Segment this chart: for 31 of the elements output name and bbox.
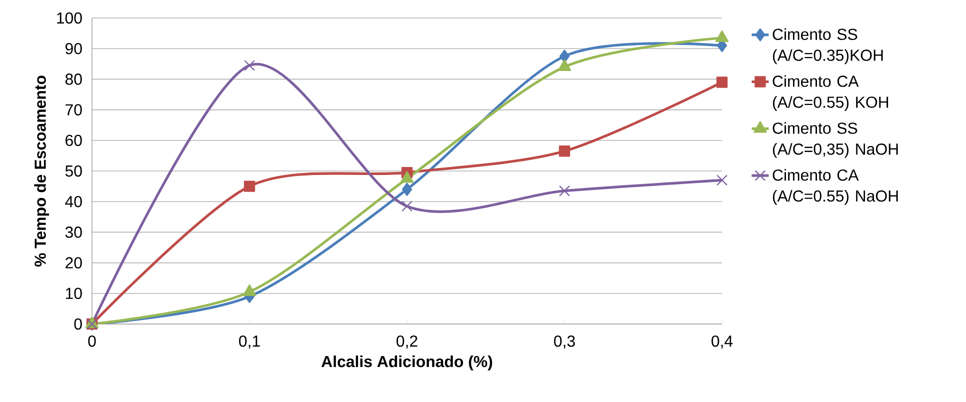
y-tick-label: 50: [65, 165, 82, 177]
point: [559, 50, 570, 63]
legend-label: Cimento SS (A/C=0.35)KOH: [772, 28, 883, 64]
y-tick-label: 40: [65, 196, 82, 208]
legend-label: Cimento CA (A/C=0.55) KOH: [772, 75, 888, 111]
point: [401, 200, 413, 212]
y-axis-title: % Tempo de Escoamento: [34, 76, 50, 267]
x-axis-title: Alcalis Adicionado (%): [321, 356, 492, 370]
y-tick-label: 0: [74, 318, 82, 330]
x-tick-label: 0,3: [554, 335, 575, 349]
y-tick-label: 70: [66, 104, 82, 116]
point: [244, 180, 256, 192]
y-tick-label: 80: [65, 74, 82, 85]
y-tick-label: 100: [57, 12, 82, 24]
y-tick-label: 60: [66, 134, 82, 146]
point: [558, 185, 570, 196]
legend-label: Cimento CA (A/C=0.55) NaOH: [772, 169, 898, 205]
point: [402, 182, 412, 196]
y-tick-label: 20: [66, 257, 82, 268]
y-tick-label: 30: [65, 226, 82, 238]
point: [558, 146, 570, 157]
x-tick-label: 0,1: [239, 335, 260, 349]
y-tick-label: 90: [66, 42, 82, 54]
x-tick-label: 0,2: [396, 335, 418, 349]
x-tick-label: 0: [88, 335, 96, 347]
y-tick-label: 10: [66, 288, 82, 300]
point: [716, 174, 728, 186]
legend-label: Cimento SS (A/C=0,35) NaOH: [772, 122, 898, 158]
x-tick-label: 0,4: [712, 335, 733, 349]
point: [244, 60, 256, 71]
point: [716, 76, 728, 88]
